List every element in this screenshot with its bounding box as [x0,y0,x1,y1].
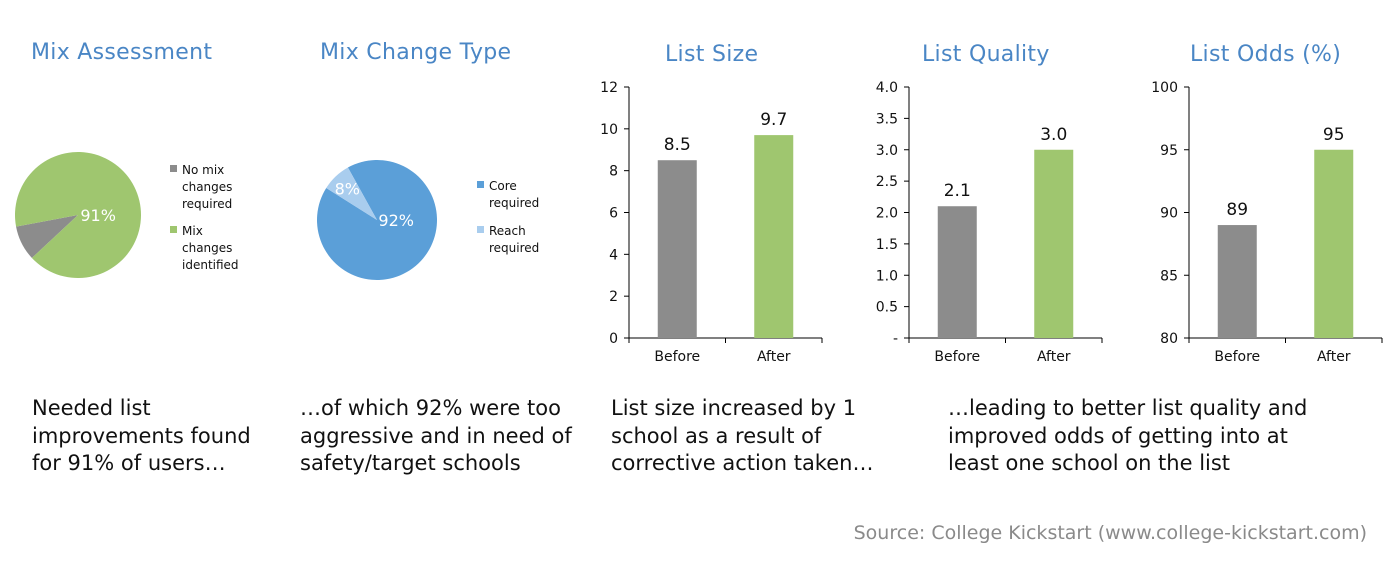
bar-data-label: 95 [1323,125,1345,145]
bar-chart-list-quality: - 0.5 1.0 1.5 2.0 2.5 3.0 3.5 4.0 2.1 Before 3.0 Aft… [876,80,1103,365]
x-category-label: Before [934,349,980,365]
y-tick-label: 2.0 [876,206,898,222]
x-category-label: After [1037,349,1071,365]
y-tick-label: 8 [609,164,618,180]
caption-mix-change-type: …of which 92% were too aggressive and in… [300,396,572,475]
y-tick-label: 10 [600,122,618,138]
pie-slice [326,167,377,220]
legend-swatch [170,226,177,233]
y-tick-label: 1.0 [876,268,898,284]
y-tick-label: 80 [1160,331,1178,347]
pie-chart-mix-change-type: 92% 8% Core required Reach required [317,160,539,280]
legend-label: required [489,196,539,210]
y-tick-label: 4.0 [876,80,898,96]
legend-label: identified [182,258,239,272]
source-note: Source: College Kickstart (www.college-k… [853,522,1367,544]
pie-slice [15,152,142,278]
legend-label: required [489,241,539,255]
pie-slice [16,215,78,258]
bar [657,160,697,338]
y-tick-label: 3.0 [876,143,898,159]
bar-data-label: 2.1 [944,181,971,201]
legend-label: Core [489,179,517,193]
pie-data-label: 92% [378,211,414,230]
y-tick-label: 0 [609,331,618,347]
x-category-label: Before [654,349,700,365]
bar-data-label: 89 [1226,200,1248,220]
legend-label: changes [182,180,232,194]
chart-title-list-size: List Size [665,42,759,67]
y-tick-label: 90 [1160,206,1178,222]
chart-title-list-quality: List Quality [922,42,1050,67]
pie-data-label: 91% [80,206,116,225]
chart-title-list-odds: List Odds (%) [1190,42,1342,67]
pie-data-label: 8% [335,180,360,199]
bar [1314,149,1354,338]
legend-label: changes [182,241,232,255]
y-tick-label: 0.5 [876,300,898,316]
caption-mix-assessment: Needed list improvements found for 91% o… [32,396,251,475]
legend-swatch [477,226,484,233]
bar [1034,149,1074,338]
chart-title-mix-change-type: Mix Change Type [320,40,512,65]
legend-label: No mix [182,163,224,177]
y-tick-label: 2 [609,289,618,305]
x-category-label: Before [1214,349,1260,365]
bar [1217,225,1257,338]
bar-chart-list-size: 0 2 4 6 8 10 12 8.5 Before 9.7 After [600,80,823,365]
y-tick-label: 95 [1160,143,1178,159]
caption-list-quality-odds: …leading to better list quality and impr… [948,396,1308,475]
legend-label: Mix [182,224,203,238]
caption-list-size: List size increased by 1 school as a res… [611,396,874,475]
y-tick-label: 2.5 [876,174,898,190]
y-tick-label: 1.5 [876,237,898,253]
chart-title-mix-assessment: Mix Assessment [31,40,213,65]
pie-chart-mix-assessment: 91% No mix changes required Mix changes identi… [15,152,239,278]
x-category-label: After [1317,349,1351,365]
y-tick-label: 3.5 [876,111,898,127]
bar-data-label: 9.7 [760,110,787,130]
legend-label: Reach [489,224,526,238]
x-category-label: After [757,349,791,365]
legend-swatch [477,181,484,188]
bar-data-label: 3.0 [1040,125,1067,145]
y-tick-label: 6 [609,206,618,222]
y-tick-label: 4 [609,247,618,263]
legend-label: required [182,197,232,211]
y-tick-label: - [893,331,898,347]
bar-data-label: 8.5 [664,135,691,155]
legend-swatch [170,165,177,172]
y-tick-label: 100 [1151,80,1178,96]
bar [754,135,794,338]
y-tick-label: 12 [600,80,618,96]
bar-chart-list-odds: 80 85 90 95 100 89 Before 95 After [1151,80,1383,365]
y-tick-label: 85 [1160,268,1178,284]
bar [937,206,977,338]
